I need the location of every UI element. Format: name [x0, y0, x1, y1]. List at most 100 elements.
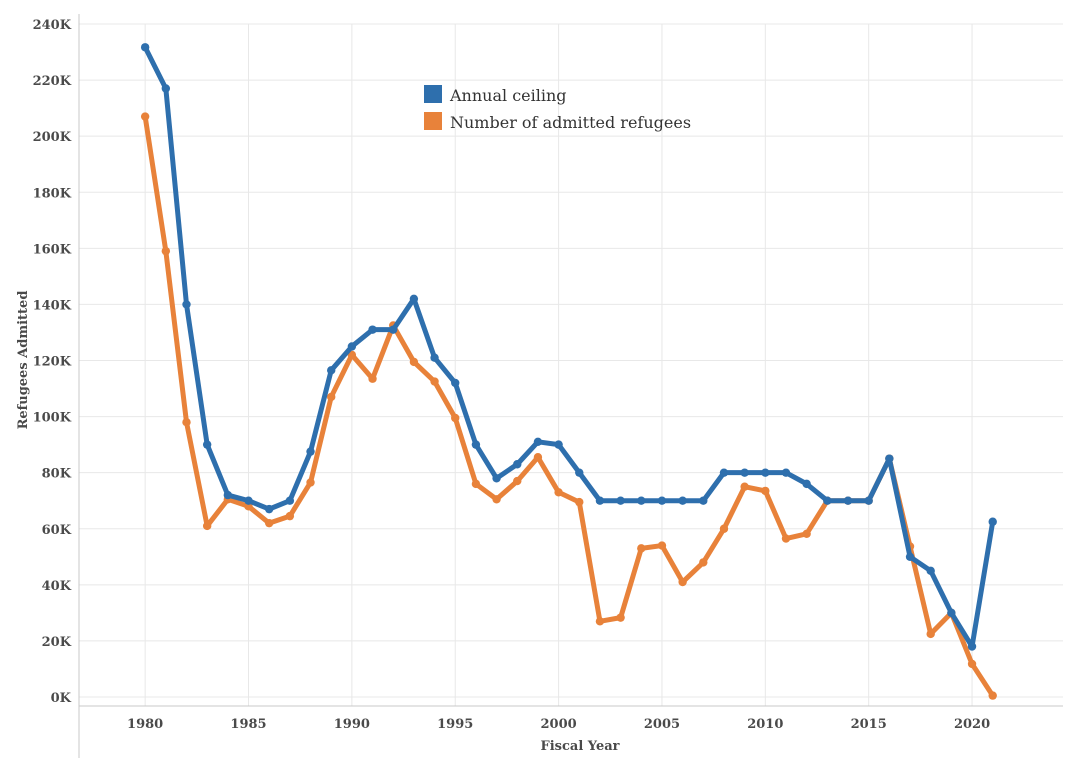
legend-label-admitted-refugees: Number of admitted refugees — [450, 113, 691, 132]
x-tick-label: 2010 — [747, 717, 783, 732]
data-point-annual-ceiling[interactable] — [595, 496, 605, 505]
data-point-annual-ceiling[interactable] — [513, 460, 522, 469]
data-point-admitted-refugees[interactable] — [202, 521, 212, 531]
data-point-admitted-refugees[interactable] — [699, 558, 708, 567]
legend-label-annual-ceiling: Annual ceiling — [449, 86, 567, 105]
data-point-admitted-refugees[interactable] — [781, 534, 791, 543]
legend-item-admitted-refugees[interactable]: Number of admitted refugees — [424, 112, 691, 132]
data-point-admitted-refugees[interactable] — [616, 613, 625, 622]
data-point-admitted-refugees[interactable] — [327, 392, 336, 402]
data-point-annual-ceiling[interactable] — [575, 468, 584, 477]
data-point-annual-ceiling[interactable] — [306, 447, 315, 456]
y-tick-label: 0K — [51, 691, 72, 706]
data-point-admitted-refugees[interactable] — [347, 350, 357, 360]
data-point-annual-ceiling[interactable] — [699, 496, 708, 505]
data-point-annual-ceiling[interactable] — [409, 294, 419, 304]
data-point-admitted-refugees[interactable] — [967, 659, 977, 669]
y-tick-label: 40K — [42, 579, 72, 594]
data-point-annual-ceiling[interactable] — [740, 468, 749, 477]
data-point-annual-ceiling[interactable] — [533, 437, 543, 447]
data-point-admitted-refugees[interactable] — [430, 377, 439, 386]
data-point-annual-ceiling[interactable] — [223, 490, 233, 500]
data-point-admitted-refugees[interactable] — [409, 357, 419, 367]
y-axis-ticks: 0K 20K 40K 60K 80K 100K 120K 140K 160K 180K 200K 22… — [33, 18, 72, 706]
data-point-admitted-refugees[interactable] — [451, 413, 460, 423]
data-point-admitted-refugees[interactable] — [161, 246, 171, 256]
legend[interactable]: Annual ceiling Number of admitted refuge… — [424, 85, 691, 132]
data-point-annual-ceiling[interactable] — [947, 608, 956, 618]
data-point-annual-ceiling[interactable] — [140, 43, 150, 52]
data-point-admitted-refugees[interactable] — [368, 374, 377, 383]
data-point-annual-ceiling[interactable] — [492, 474, 501, 483]
data-point-admitted-refugees[interactable] — [285, 511, 295, 521]
data-point-annual-ceiling[interactable] — [781, 468, 791, 477]
data-point-admitted-refugees[interactable] — [182, 417, 191, 427]
series-line-annual-ceiling — [142, 44, 996, 650]
y-tick-label: 100K — [33, 411, 72, 426]
data-point-annual-ceiling[interactable] — [616, 496, 625, 505]
x-tick-label: 2005 — [644, 717, 680, 732]
data-point-annual-ceiling[interactable] — [864, 496, 873, 505]
data-point-admitted-refugees[interactable] — [492, 495, 501, 504]
data-point-annual-ceiling[interactable] — [637, 496, 646, 505]
data-point-admitted-refugees[interactable] — [802, 529, 811, 538]
data-point-annual-ceiling[interactable] — [554, 440, 563, 449]
data-point-admitted-refugees[interactable] — [471, 479, 481, 489]
data-point-admitted-refugees[interactable] — [306, 478, 315, 487]
data-point-admitted-refugees[interactable] — [657, 541, 667, 550]
data-point-admitted-refugees[interactable] — [595, 617, 605, 626]
x-tick-label: 2015 — [851, 717, 887, 732]
data-point-annual-ceiling[interactable] — [657, 496, 667, 505]
data-point-annual-ceiling[interactable] — [926, 566, 935, 576]
data-point-admitted-refugees[interactable] — [140, 112, 150, 121]
gridlines — [79, 23, 1063, 706]
data-point-annual-ceiling[interactable] — [430, 353, 439, 362]
data-point-annual-ceiling[interactable] — [451, 378, 460, 388]
data-point-annual-ceiling[interactable] — [761, 468, 770, 477]
data-point-annual-ceiling[interactable] — [161, 84, 171, 93]
data-point-annual-ceiling[interactable] — [327, 366, 336, 375]
series-line-admitted-refugees — [142, 114, 996, 699]
legend-swatch-annual-ceiling — [424, 85, 442, 103]
data-point-admitted-refugees[interactable] — [637, 544, 646, 553]
data-point-annual-ceiling[interactable] — [471, 440, 481, 449]
data-point-admitted-refugees[interactable] — [926, 629, 935, 639]
data-point-annual-ceiling[interactable] — [802, 479, 811, 489]
x-axis-title: Fiscal Year — [541, 739, 620, 754]
data-point-annual-ceiling[interactable] — [843, 496, 853, 505]
data-point-admitted-refugees[interactable] — [554, 488, 563, 497]
data-point-admitted-refugees[interactable] — [761, 486, 770, 496]
data-point-admitted-refugees[interactable] — [533, 453, 543, 462]
data-point-annual-ceiling[interactable] — [885, 454, 894, 463]
data-point-annual-ceiling[interactable] — [244, 496, 253, 505]
data-point-admitted-refugees[interactable] — [740, 482, 749, 491]
series-layer — [140, 43, 997, 700]
data-point-annual-ceiling[interactable] — [389, 325, 398, 334]
data-point-annual-ceiling[interactable] — [905, 552, 915, 561]
data-point-annual-ceiling[interactable] — [264, 504, 274, 514]
data-point-annual-ceiling[interactable] — [182, 300, 191, 309]
legend-item-annual-ceiling[interactable]: Annual ceiling — [424, 85, 567, 105]
data-point-admitted-refugees[interactable] — [513, 476, 522, 486]
data-point-annual-ceiling[interactable] — [202, 440, 212, 449]
data-point-annual-ceiling[interactable] — [967, 642, 977, 651]
data-point-annual-ceiling[interactable] — [988, 517, 997, 526]
data-point-annual-ceiling[interactable] — [347, 342, 357, 351]
data-point-annual-ceiling[interactable] — [368, 325, 377, 334]
y-tick-label: 160K — [33, 242, 72, 257]
data-point-annual-ceiling[interactable] — [678, 496, 687, 505]
data-point-admitted-refugees[interactable] — [988, 691, 997, 700]
data-point-annual-ceiling[interactable] — [719, 468, 729, 477]
data-point-annual-ceiling[interactable] — [285, 496, 295, 505]
data-point-admitted-refugees[interactable] — [678, 577, 687, 587]
data-point-annual-ceiling[interactable] — [823, 496, 832, 505]
data-point-admitted-refugees[interactable] — [719, 524, 729, 533]
y-tick-label: 20K — [42, 635, 72, 650]
data-point-admitted-refugees[interactable] — [575, 497, 584, 507]
y-tick-label: 240K — [33, 18, 72, 33]
x-tick-label: 1990 — [334, 717, 370, 732]
y-tick-label: 120K — [33, 355, 72, 370]
y-tick-label: 180K — [33, 186, 72, 201]
y-tick-label: 140K — [33, 298, 72, 313]
data-point-admitted-refugees[interactable] — [264, 518, 274, 528]
